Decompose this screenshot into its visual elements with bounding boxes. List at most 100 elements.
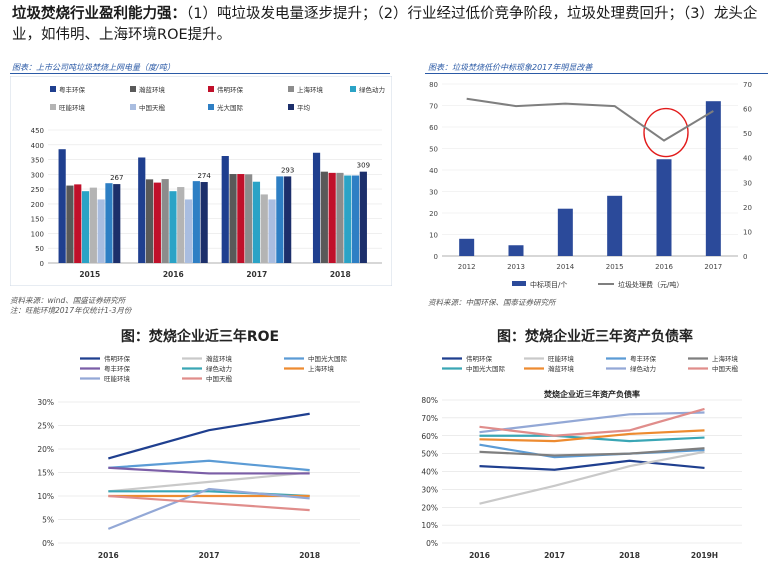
bar bbox=[89, 187, 97, 263]
x-tick-label: 2014 bbox=[556, 263, 574, 271]
bar bbox=[508, 245, 524, 256]
y-tick-label: 5% bbox=[42, 516, 54, 525]
bar bbox=[312, 152, 321, 263]
header-text: （1）吨垃圾发电量逐步提升；（2）行业经过低价竞争阶段，垃圾处理费回升；（3）龙… bbox=[12, 6, 758, 43]
series-line bbox=[479, 459, 705, 471]
bar bbox=[200, 182, 208, 263]
legend-label: 旺能环境 bbox=[59, 103, 86, 112]
bar bbox=[276, 176, 284, 263]
legend-label: 上海环境 bbox=[308, 364, 335, 373]
y-tick-label: 20% bbox=[37, 445, 54, 454]
chart3-title: 图：焚烧企业近三年ROE bbox=[120, 329, 280, 345]
bar bbox=[105, 183, 113, 263]
chart2-caption: 图表：垃圾焚烧低价中标现象2017年明显改善 bbox=[428, 63, 593, 72]
series-line bbox=[479, 450, 705, 505]
bar bbox=[229, 174, 237, 263]
y-tick-label: 60 bbox=[429, 124, 438, 132]
bar bbox=[97, 199, 105, 263]
series-line bbox=[479, 411, 705, 434]
chart1-rule bbox=[10, 73, 390, 74]
x-tick-label: 2017 bbox=[246, 270, 267, 279]
y-tick-label: 0% bbox=[42, 539, 54, 548]
bar bbox=[328, 172, 336, 263]
y2-tick-label: 10 bbox=[743, 228, 752, 236]
legend-label: 粤丰环保 bbox=[630, 354, 657, 363]
series-line bbox=[108, 459, 310, 472]
bar bbox=[221, 156, 229, 263]
bar bbox=[284, 176, 292, 263]
legend-swatch bbox=[50, 104, 56, 110]
y2-tick-label: 40 bbox=[743, 155, 752, 163]
y2-tick-label: 70 bbox=[743, 81, 752, 89]
y-tick-label: 50 bbox=[429, 146, 438, 154]
series-line bbox=[107, 487, 310, 530]
y-tick-label: 70% bbox=[421, 414, 438, 423]
bar bbox=[66, 185, 74, 263]
y-tick-label: 40% bbox=[421, 468, 438, 477]
data-label: 293 bbox=[281, 166, 294, 174]
y-tick-label: 20% bbox=[421, 503, 438, 512]
y-tick-label: 0% bbox=[426, 539, 438, 548]
x-tick-label: 2016 bbox=[655, 263, 673, 271]
y-tick-label: 0 bbox=[434, 253, 438, 261]
header-bold: 垃圾焚烧行业盈利能力强： bbox=[12, 6, 186, 22]
y-tick-label: 150 bbox=[31, 216, 44, 224]
bar bbox=[74, 184, 82, 263]
y-tick-label: 50% bbox=[421, 450, 438, 459]
y-tick-label: 60% bbox=[421, 432, 438, 441]
y-tick-label: 10 bbox=[429, 232, 438, 240]
bar bbox=[145, 179, 154, 263]
x-tick-label: 2012 bbox=[458, 263, 476, 271]
series-line bbox=[479, 407, 705, 437]
chart4-title: 图：焚烧企业近三年资产负债率 bbox=[497, 329, 693, 345]
x-tick-label: 2019H bbox=[691, 551, 718, 560]
x-tick-label: 2015 bbox=[79, 270, 100, 279]
bar bbox=[359, 171, 367, 263]
y-tick-label: 70 bbox=[429, 103, 438, 111]
legend-label: 旺能环境 bbox=[104, 374, 131, 383]
y-tick-label: 50 bbox=[35, 245, 44, 253]
data-label: 274 bbox=[197, 172, 211, 180]
legend-label: 中国光大国际 bbox=[308, 354, 348, 363]
x-tick-label: 2018 bbox=[299, 551, 320, 560]
y-tick-label: 400 bbox=[31, 142, 44, 150]
bar bbox=[153, 182, 161, 263]
y-tick-label: 10% bbox=[421, 521, 438, 530]
y2-tick-label: 50 bbox=[743, 130, 752, 138]
y-tick-label: 250 bbox=[31, 186, 44, 194]
legend-label: 中国光大国际 bbox=[466, 364, 506, 373]
legend-swatch bbox=[130, 86, 136, 92]
legend-label: 伟明环保 bbox=[104, 354, 131, 363]
legend-label: 中国天楹 bbox=[206, 374, 233, 383]
legend-label: 中国天楹 bbox=[712, 364, 739, 373]
bar bbox=[336, 172, 344, 263]
y-tick-label: 30% bbox=[421, 485, 438, 494]
legend-swatch bbox=[208, 86, 214, 92]
chart-roe: 0%5%10%15%20%25%30%2016 2017 2018伟明环保 瀚蓝环境中… bbox=[37, 354, 360, 560]
y2-tick-label: 30 bbox=[743, 179, 752, 187]
legend-swatch bbox=[512, 281, 526, 286]
bar bbox=[138, 157, 146, 263]
legend-label: 中标项目/个 bbox=[530, 280, 567, 289]
bar bbox=[260, 194, 268, 263]
series-line bbox=[479, 447, 705, 457]
bar bbox=[344, 175, 352, 263]
x-tick-label: 2017 bbox=[199, 551, 220, 560]
series-line bbox=[108, 494, 310, 512]
bar bbox=[607, 195, 623, 256]
bar bbox=[177, 187, 185, 263]
chart-debt-ratio: 0% 10% 20% 30% 40% 50% 60% 70% 80% 2016 2017 2018 20… bbox=[421, 354, 742, 560]
series-line bbox=[108, 471, 310, 493]
y-tick-label: 350 bbox=[31, 157, 44, 165]
legend-label: 伟明环保 bbox=[466, 354, 493, 363]
bar bbox=[81, 191, 90, 263]
legend-label: 旺能环境 bbox=[548, 354, 575, 363]
page-header: 垃圾焚烧行业盈利能力强：（1）吨垃圾发电量逐步提升；（2）行业经过低价竞争阶段，… bbox=[12, 4, 762, 46]
plot-title: 焚烧企业近三年资产负债率 bbox=[543, 389, 640, 399]
data-label: 309 bbox=[357, 162, 370, 170]
bar bbox=[351, 175, 360, 263]
legend-label: 平均 bbox=[297, 103, 311, 112]
legend-label: 瀚蓝环境 bbox=[548, 364, 575, 373]
legend-label: 上海环境 bbox=[712, 354, 739, 363]
